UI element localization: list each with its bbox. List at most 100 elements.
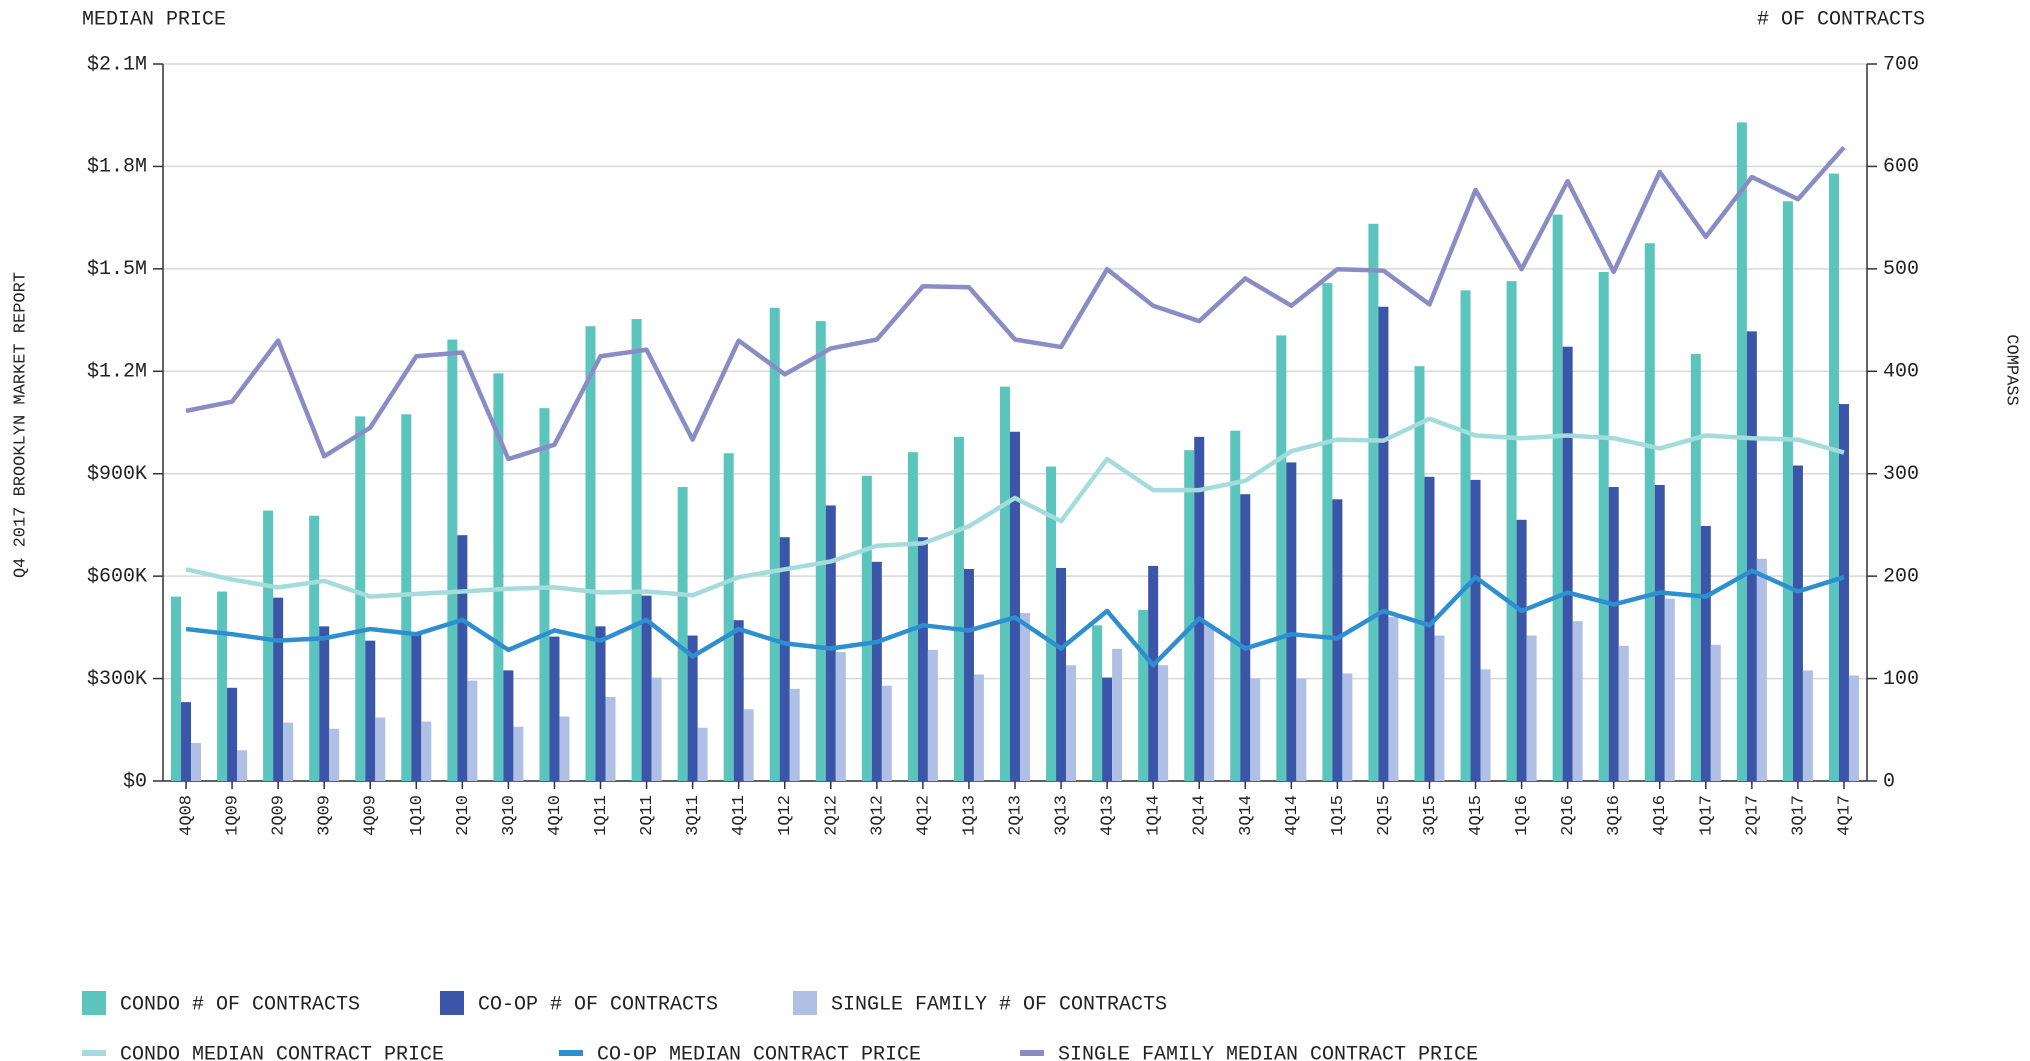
bar: [1424, 476, 1435, 781]
bar: [1460, 290, 1471, 781]
bar: [605, 697, 616, 781]
bar: [421, 721, 432, 781]
bar: [687, 635, 698, 781]
y2-axis-title: # OF CONTRACTS: [1757, 8, 1925, 31]
y-tick-label: $1.8M: [87, 156, 147, 179]
y2-tick-label: 0: [1883, 770, 1895, 793]
x-tick-label: 4Q14: [1283, 795, 1302, 836]
legend-label: CO-OP # OF CONTRACTS: [478, 993, 718, 1016]
y-tick-label: $1.2M: [87, 361, 147, 384]
legend-label: CONDO # OF CONTRACTS: [120, 993, 360, 1016]
x-tick-label: 2Q14: [1191, 795, 1210, 836]
x-tick-label: 3Q13: [1053, 795, 1072, 836]
x-tick-label: 1Q10: [408, 795, 427, 836]
x-tick-label: 3Q15: [1421, 795, 1440, 836]
bar: [927, 649, 938, 781]
x-tick-label: 1Q17: [1697, 795, 1716, 836]
bar: [1572, 621, 1583, 781]
x-tick-label: 1Q14: [1145, 795, 1164, 836]
bar: [1838, 404, 1849, 781]
y2-tick-label: 500: [1883, 258, 1919, 281]
x-tick-label: 1Q13: [960, 795, 979, 836]
bar: [1802, 670, 1813, 781]
y2-tick-label: 200: [1883, 565, 1919, 588]
bar: [1848, 675, 1859, 781]
bar: [815, 321, 826, 781]
bar: [1000, 386, 1010, 781]
bar: [835, 651, 846, 781]
bar: [907, 452, 918, 781]
bar: [1700, 525, 1711, 781]
bar: [677, 487, 688, 781]
y-tick-label: $300K: [87, 668, 147, 691]
x-tick-label: 3Q17: [1789, 795, 1808, 836]
bar: [319, 626, 330, 781]
x-tick-label: 4Q16: [1651, 795, 1670, 836]
y-tick-label: $0: [123, 770, 147, 793]
x-tick-label: 2Q16: [1559, 795, 1578, 836]
bar: [1368, 223, 1379, 781]
x-tick-label: 4Q17: [1835, 795, 1854, 836]
bar: [1506, 281, 1517, 781]
bar: [697, 727, 708, 781]
bar: [1644, 243, 1655, 781]
bar: [1046, 466, 1057, 781]
line: [185, 145, 1846, 462]
bar: [447, 339, 458, 781]
bar: [651, 677, 662, 781]
bar: [743, 709, 754, 781]
bar: [1138, 609, 1149, 781]
bar: [411, 632, 422, 781]
y2-tick-label: 300: [1883, 463, 1919, 486]
bar: [365, 640, 376, 781]
bar: [1322, 283, 1333, 781]
bar: [309, 515, 320, 781]
x-tick-label: 2Q17: [1743, 795, 1762, 836]
bar: [1230, 430, 1241, 781]
bar: [263, 510, 274, 781]
x-tick-label: 1Q12: [776, 795, 795, 836]
bar: [283, 722, 294, 781]
x-tick-label: 2Q15: [1375, 795, 1394, 836]
bar: [1828, 173, 1839, 781]
y-axis-title: MEDIAN PRICE: [82, 8, 226, 31]
y2-tick-label: 700: [1883, 53, 1919, 76]
bar: [1276, 335, 1287, 781]
line: [185, 568, 1845, 668]
bar: [1654, 484, 1665, 781]
bar: [1526, 635, 1537, 781]
bar: [1746, 331, 1757, 781]
bar: [631, 319, 642, 781]
bar: [329, 728, 340, 781]
bar: [1092, 625, 1103, 781]
x-tick-label: 3Q10: [500, 795, 519, 836]
bar: [227, 687, 238, 781]
x-tick-label: 4Q09: [362, 795, 381, 836]
bar: [789, 688, 800, 781]
x-tick-label: 2Q10: [454, 795, 473, 836]
bar: [181, 702, 192, 781]
y-tick-label: $900K: [87, 463, 147, 486]
bar: [171, 596, 182, 781]
bar: [1562, 346, 1573, 781]
bar: [963, 568, 974, 781]
bar: [1792, 465, 1803, 781]
bar: [1296, 678, 1307, 781]
bar: [375, 717, 386, 781]
bar: [1148, 565, 1159, 781]
bar: [953, 436, 964, 781]
bar: [457, 535, 468, 781]
bar: [595, 626, 606, 781]
x-tick-label: 1Q16: [1513, 795, 1532, 836]
y2-tick-label: 600: [1883, 156, 1919, 179]
bar: [503, 670, 514, 781]
bar: [1342, 673, 1353, 781]
legend-label: SINGLE FAMILY MEDIAN CONTRACT PRICE: [1058, 1043, 1478, 1061]
legend-swatch: [82, 991, 106, 1015]
bar: [871, 561, 882, 781]
bar: [355, 416, 366, 781]
bar: [493, 373, 504, 781]
bar: [401, 414, 412, 781]
x-tick-label: 2Q13: [1006, 795, 1025, 836]
x-tick-label: 4Q15: [1467, 795, 1486, 836]
